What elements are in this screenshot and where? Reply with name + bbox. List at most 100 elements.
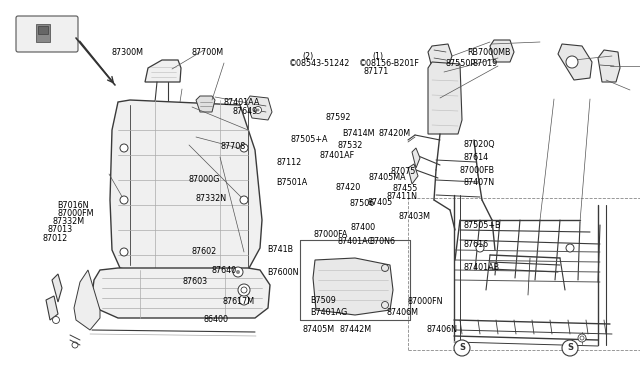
Circle shape: [239, 295, 249, 305]
Circle shape: [580, 336, 584, 340]
Polygon shape: [196, 96, 215, 112]
Polygon shape: [92, 268, 270, 318]
Text: 87505+B: 87505+B: [463, 221, 501, 230]
Circle shape: [120, 196, 128, 204]
Text: 87700M: 87700M: [192, 48, 224, 57]
Text: 87506: 87506: [349, 199, 374, 208]
Text: 87406M: 87406M: [387, 308, 419, 317]
Text: 87617M: 87617M: [223, 297, 255, 306]
Polygon shape: [490, 40, 514, 62]
Text: 87420M: 87420M: [379, 129, 411, 138]
Text: 87592: 87592: [325, 113, 351, 122]
Polygon shape: [558, 44, 592, 80]
Circle shape: [120, 248, 128, 256]
Circle shape: [566, 56, 578, 68]
Text: 87012: 87012: [42, 234, 67, 243]
Circle shape: [257, 109, 259, 112]
Text: 87300M: 87300M: [111, 48, 143, 57]
Polygon shape: [110, 100, 262, 270]
Text: 87505+A: 87505+A: [291, 135, 328, 144]
Text: 87442M: 87442M: [339, 325, 371, 334]
Text: 87171: 87171: [364, 67, 388, 76]
Text: 87403M: 87403M: [398, 212, 430, 221]
Text: 87112: 87112: [276, 158, 301, 167]
Text: 87405M: 87405M: [302, 325, 334, 334]
Text: 87000FM: 87000FM: [58, 209, 94, 218]
Circle shape: [578, 334, 586, 342]
Circle shape: [52, 317, 60, 324]
Text: 87400: 87400: [351, 223, 376, 232]
Circle shape: [236, 270, 240, 274]
Text: 86400: 86400: [204, 315, 228, 324]
Text: 87603: 87603: [182, 278, 207, 286]
Text: 87532: 87532: [337, 141, 363, 150]
Circle shape: [240, 144, 248, 152]
Text: S: S: [567, 343, 573, 353]
Text: 87000FN: 87000FN: [407, 297, 442, 306]
Circle shape: [233, 267, 243, 277]
Text: 87455: 87455: [393, 184, 419, 193]
Bar: [38, 26, 48, 34]
Text: ©08156-B201F: ©08156-B201F: [358, 60, 419, 68]
Circle shape: [240, 196, 248, 204]
Circle shape: [566, 244, 574, 252]
Text: B7509: B7509: [310, 296, 336, 305]
Text: B7501A: B7501A: [276, 178, 308, 187]
Circle shape: [562, 340, 578, 356]
Text: 87401AC: 87401AC: [338, 237, 374, 246]
Text: 87602: 87602: [192, 247, 217, 256]
Text: 87000FB: 87000FB: [460, 166, 495, 175]
Text: 87332N: 87332N: [196, 194, 227, 203]
Polygon shape: [598, 50, 620, 82]
Circle shape: [454, 340, 470, 356]
Polygon shape: [428, 62, 462, 134]
Text: 87550P: 87550P: [445, 59, 476, 68]
Text: RB7000MB: RB7000MB: [467, 48, 511, 57]
Text: (2): (2): [302, 52, 314, 61]
Bar: [36, 24, 50, 42]
Text: 87616: 87616: [463, 240, 488, 249]
Text: 87406N: 87406N: [426, 325, 457, 334]
Text: 87708: 87708: [221, 142, 246, 151]
Text: 87013: 87013: [47, 225, 72, 234]
FancyBboxPatch shape: [16, 16, 78, 52]
Text: 87000FA: 87000FA: [314, 230, 348, 239]
Text: B741B: B741B: [268, 246, 294, 254]
Text: 87405: 87405: [367, 198, 392, 207]
Text: 87407N: 87407N: [463, 178, 495, 187]
Polygon shape: [412, 148, 420, 168]
Text: 87019: 87019: [472, 59, 497, 68]
Polygon shape: [145, 60, 181, 82]
Circle shape: [241, 287, 247, 293]
Polygon shape: [408, 164, 418, 184]
Text: 87401AB: 87401AB: [463, 263, 499, 272]
Text: 87332M: 87332M: [52, 217, 84, 226]
Polygon shape: [313, 258, 393, 315]
Text: 87405MA: 87405MA: [369, 173, 406, 182]
Circle shape: [238, 284, 250, 296]
Text: B7401AG: B7401AG: [310, 308, 348, 317]
Text: 87401AA: 87401AA: [224, 98, 260, 107]
Polygon shape: [46, 296, 58, 320]
Text: B7414M: B7414M: [342, 129, 375, 138]
Circle shape: [120, 144, 128, 152]
Polygon shape: [52, 274, 62, 302]
Circle shape: [255, 106, 262, 113]
Text: 87020Q: 87020Q: [463, 140, 495, 149]
Text: 87614: 87614: [463, 153, 488, 162]
Text: S: S: [459, 343, 465, 353]
Text: 87411N: 87411N: [387, 192, 417, 201]
Text: 87420: 87420: [335, 183, 360, 192]
Text: ©08543-51242: ©08543-51242: [289, 60, 351, 68]
Text: B7016N: B7016N: [58, 201, 89, 210]
Polygon shape: [428, 44, 452, 68]
Text: 87649: 87649: [233, 107, 258, 116]
Text: 870N6: 870N6: [370, 237, 396, 246]
Text: B7600N: B7600N: [268, 268, 299, 277]
Polygon shape: [74, 270, 100, 330]
Text: 87401AF: 87401AF: [320, 151, 355, 160]
Circle shape: [476, 244, 484, 252]
Text: (1): (1): [372, 52, 383, 61]
Text: 87640: 87640: [211, 266, 236, 275]
Text: 87000G: 87000G: [189, 175, 220, 184]
